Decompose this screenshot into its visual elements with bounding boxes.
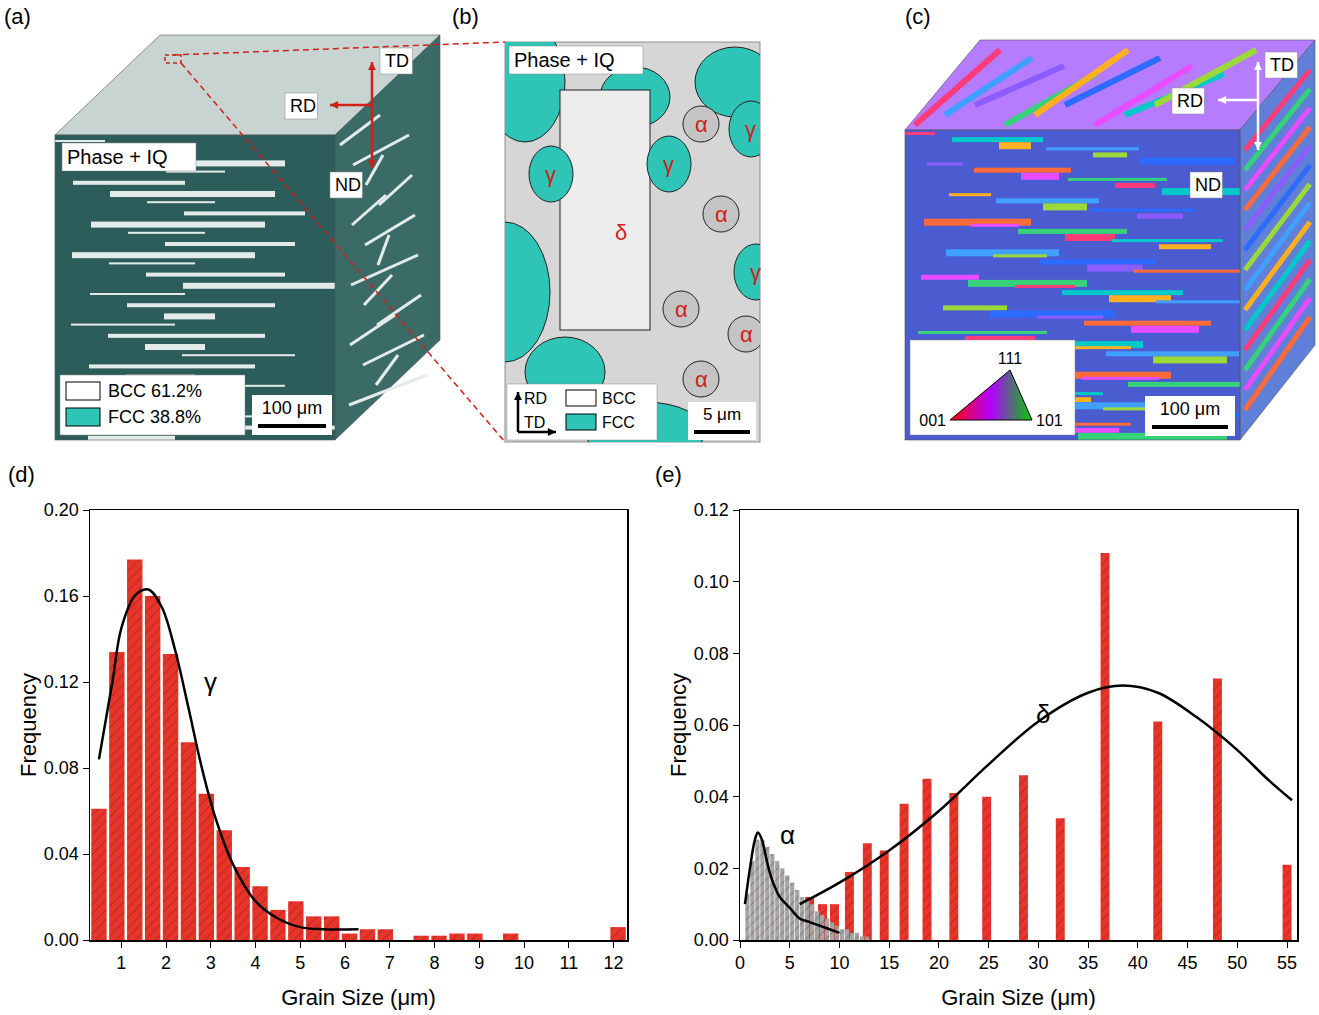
svg-text:δ: δ [615, 220, 627, 245]
svg-text:α: α [695, 367, 708, 392]
svg-text:0.00: 0.00 [694, 930, 729, 950]
svg-text:TD: TD [1270, 55, 1294, 75]
svg-text:γ: γ [750, 260, 761, 285]
svg-text:45: 45 [1178, 953, 1198, 973]
svg-text:5: 5 [785, 953, 795, 973]
svg-text:0.12: 0.12 [44, 672, 79, 692]
html-text:(e): (e) [655, 462, 682, 487]
svg-text:α: α [695, 112, 708, 137]
svg-text:Phase + IQ: Phase + IQ [67, 146, 168, 168]
svg-text:40: 40 [1128, 953, 1148, 973]
svg-text:γ: γ [545, 162, 556, 187]
svg-text:5: 5 [295, 953, 305, 973]
svg-text:RD: RD [290, 96, 316, 116]
svg-text:0.06: 0.06 [694, 715, 729, 735]
svg-text:15: 15 [879, 953, 899, 973]
svg-text:10: 10 [829, 953, 849, 973]
svg-text:111: 111 [998, 350, 1022, 367]
svg-text:Phase + IQ: Phase + IQ [514, 49, 615, 71]
svg-text:3: 3 [206, 953, 216, 973]
svg-text:α: α [675, 297, 688, 322]
svg-text:Frequency: Frequency [666, 673, 691, 777]
svg-text:BCC: BCC [602, 390, 636, 407]
svg-text:0: 0 [735, 953, 745, 973]
html-text:(d): (d) [8, 462, 35, 487]
svg-text:0.12: 0.12 [694, 500, 729, 520]
svg-text:RD: RD [524, 390, 547, 407]
svg-text:ND: ND [335, 175, 361, 195]
svg-text:0.10: 0.10 [694, 572, 729, 592]
svg-text:Frequency: Frequency [16, 673, 41, 777]
svg-text:α: α [740, 322, 753, 347]
svg-text:0.04: 0.04 [44, 844, 79, 864]
svg-text:FCC: FCC [602, 414, 635, 431]
svg-text:Grain Size (μm): Grain Size (μm) [281, 985, 435, 1010]
svg-text:35: 35 [1078, 953, 1098, 973]
svg-text:7: 7 [385, 953, 395, 973]
svg-text:0.04: 0.04 [694, 787, 729, 807]
svg-text:0.00: 0.00 [44, 930, 79, 950]
svg-text:11: 11 [559, 953, 578, 973]
svg-text:TD: TD [524, 414, 545, 431]
svg-text:(a): (a) [4, 4, 31, 29]
svg-text:RD: RD [1177, 91, 1203, 111]
svg-text:12: 12 [604, 953, 624, 973]
svg-text:0.08: 0.08 [44, 758, 79, 778]
svg-text:4: 4 [251, 953, 261, 973]
svg-text:FCC 38.8%: FCC 38.8% [108, 407, 201, 427]
svg-text:(c): (c) [905, 4, 931, 29]
svg-text:100 μm: 100 μm [262, 398, 322, 418]
svg-text:2: 2 [161, 953, 171, 973]
svg-text:0.02: 0.02 [694, 859, 729, 879]
svg-text:α: α [715, 202, 728, 227]
svg-text:6: 6 [340, 953, 350, 973]
svg-text:BCC 61.2%: BCC 61.2% [108, 381, 202, 401]
svg-text:0.20: 0.20 [44, 500, 79, 520]
svg-text:1: 1 [116, 953, 126, 973]
svg-text:55: 55 [1277, 953, 1297, 973]
svg-text:TD: TD [385, 51, 409, 71]
svg-text:0.08: 0.08 [694, 644, 729, 664]
svg-text:9: 9 [474, 953, 484, 973]
svg-text:100 μm: 100 μm [1160, 399, 1220, 419]
svg-text:0.16: 0.16 [44, 586, 79, 606]
svg-text:δ: δ [1036, 699, 1050, 729]
svg-text:30: 30 [1028, 953, 1048, 973]
svg-text:γ: γ [204, 667, 217, 697]
svg-text:α: α [780, 820, 795, 850]
svg-text:25: 25 [979, 953, 999, 973]
svg-text:001: 001 [919, 412, 946, 429]
svg-text:Grain Size (μm): Grain Size (μm) [941, 985, 1095, 1010]
svg-text:101: 101 [1036, 412, 1063, 429]
svg-text:8: 8 [430, 953, 440, 973]
svg-text:50: 50 [1227, 953, 1247, 973]
svg-text:(b): (b) [452, 4, 479, 29]
svg-text:5 μm: 5 μm [703, 405, 741, 424]
svg-text:20: 20 [929, 953, 949, 973]
svg-text:10: 10 [514, 953, 534, 973]
svg-text:ND: ND [1195, 175, 1221, 195]
svg-text:γ: γ [663, 152, 674, 177]
svg-text:γ: γ [745, 117, 756, 142]
